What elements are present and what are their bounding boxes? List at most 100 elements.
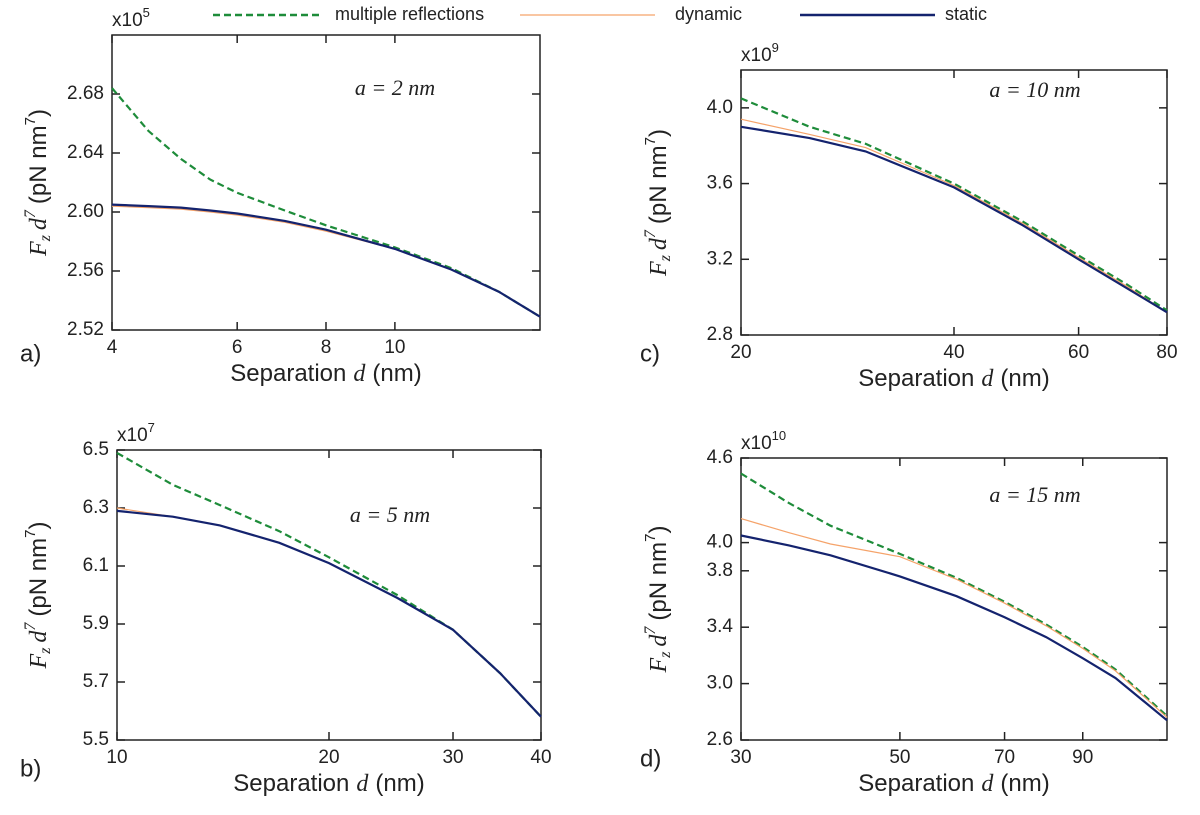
x-tick-label: 8 [321,337,332,358]
x-tick-label: 40 [530,747,551,768]
x-tick-label: 6 [232,337,243,358]
y-label-sup: 7 [22,530,39,538]
y-label-sup: 7 [642,229,659,238]
x-tick-label: 4 [107,337,118,358]
y-label-f: F [26,653,52,669]
annotation: a = 15 nm [989,482,1080,507]
y-tick-label: 3.4 [707,616,734,637]
x-tick-label: 50 [889,747,910,768]
y-multiplier-base: x10 [112,10,143,31]
panel-label: d) [640,745,661,772]
y-tick-label: 4.6 [707,447,733,468]
y-tick-label: 4.0 [707,97,733,118]
x-label-unit: (nm) [1000,770,1049,797]
x-axis-label: Separation d (nm) [233,770,424,797]
y-label-close: ) [25,522,52,530]
x-label-text: Separation [858,365,974,392]
x-tick-label: 60 [1068,342,1089,363]
y-multiplier-base: x10 [741,433,772,454]
x-label-unit: (nm) [372,360,421,387]
x-tick-label: 40 [943,342,964,363]
y-multiplier-exponent: 7 [148,420,155,435]
legend-label: static [945,4,987,24]
y-multiplier-exponent: 5 [143,5,150,20]
y-multiplier-base: x10 [741,45,772,66]
legend-label: multiple reflections [335,4,484,24]
x-label-var: d [356,771,369,797]
y-label-unit: (pN nm [25,538,52,617]
x-tick-label: 70 [994,747,1015,768]
y-label-close: ) [645,526,672,534]
series-line [111,205,541,318]
y-tick-label: 2.60 [67,201,104,222]
x-label-text: Separation [230,360,346,387]
x-tick-label: 20 [730,342,751,363]
x-tick-label: 20 [318,747,339,768]
y-label-f: F [646,261,672,277]
y-tick-label: 5.5 [83,729,109,750]
x-tick-label: 10 [106,747,127,768]
y-tick-label: 2.56 [67,260,104,281]
y-label-sub: z [657,254,674,262]
plot-frame [740,69,1168,336]
x-axis-label: Separation d (nm) [858,365,1049,392]
y-label-d: d [26,217,52,230]
y-label-sup: 7 [642,534,659,542]
y-label-unit: (pN nm [25,125,52,204]
y-label-close: ) [25,109,52,117]
x-tick-label: 10 [384,337,405,358]
x-axis-label: Separation d (nm) [230,360,421,387]
y-tick-label: 3.8 [707,560,733,581]
y-tick-label: 3.6 [707,173,733,194]
panel-label: b) [20,755,41,782]
y-label-sup: 7 [22,622,39,631]
x-label-var: d [981,771,994,797]
panel-label: a) [20,340,41,367]
y-label-sup: 7 [642,626,659,635]
y-tick-label: 3.2 [707,248,733,269]
y-label-sub: z [657,651,674,659]
series-line [116,451,542,718]
series-line [111,87,541,318]
series-line [740,534,1168,722]
y-tick-label: 6.5 [83,439,109,460]
plot-frame [116,449,542,741]
y-axis-label: Fzd7(pN nm7) [22,109,54,257]
y-label-sup: 7 [22,209,39,218]
y-label-unit: (pN nm [645,145,672,224]
x-label-var: d [353,361,366,387]
series-line [116,509,542,718]
series-line [111,203,541,318]
y-tick-label: 6.1 [83,555,109,576]
series-line [740,125,1168,314]
y-tick-label: 2.64 [67,142,104,163]
x-tick-label: 30 [442,747,463,768]
x-label-var: d [981,366,994,392]
y-tick-label: 2.6 [707,729,733,750]
x-axis-label: Separation d (nm) [858,770,1049,797]
annotation: a = 5 nm [350,502,430,527]
y-tick-label: 6.3 [83,497,109,518]
x-tick-label: 90 [1072,747,1093,768]
y-tick-label: 5.9 [83,613,109,634]
series-line [740,118,1168,313]
y-axis-label: Fzd7(pN nm7) [642,129,674,277]
y-label-sub: z [37,647,54,655]
series-line [116,507,542,718]
y-label-close: ) [645,129,672,137]
x-tick-label: 30 [730,747,751,768]
y-tick-label: 2.52 [67,319,104,340]
y-label-sup: 7 [642,137,659,145]
y-label-f: F [646,657,672,673]
y-label-unit: (pN nm [645,542,672,621]
y-tick-label: 3.0 [707,673,733,694]
y-label-d: d [646,634,672,647]
y-tick-label: 5.7 [83,671,109,692]
y-multiplier: x109 [741,40,779,66]
y-multiplier: x105 [112,5,150,31]
annotation: a = 2 nm [355,75,435,100]
y-label-sub: z [37,234,54,242]
y-label-sup: 7 [22,117,39,125]
y-multiplier-exponent: 9 [772,40,779,55]
